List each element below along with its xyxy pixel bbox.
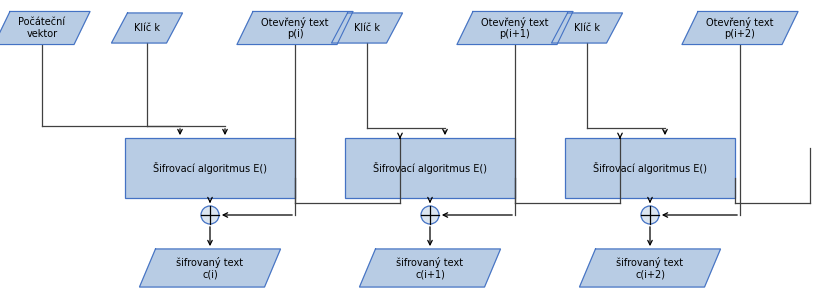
Bar: [345, 138, 515, 198]
Polygon shape: [457, 11, 573, 45]
Text: šifrovaný text
c(i+2): šifrovaný text c(i+2): [617, 257, 684, 279]
Text: Šifrovací algoritmus E(): Šifrovací algoritmus E(): [153, 162, 267, 174]
Polygon shape: [332, 13, 402, 43]
Polygon shape: [112, 13, 182, 43]
Text: šifrovaný text
c(i+1): šifrovaný text c(i+1): [397, 257, 464, 279]
Polygon shape: [140, 249, 281, 287]
Bar: [125, 138, 295, 198]
Polygon shape: [360, 249, 501, 287]
Polygon shape: [580, 249, 721, 287]
Text: Šifrovací algoritmus E(): Šifrovací algoritmus E(): [373, 162, 487, 174]
Circle shape: [641, 206, 659, 224]
Bar: [565, 138, 735, 198]
Text: Počáteční
vektor: Počáteční vektor: [18, 17, 66, 39]
Text: Klíč k: Klíč k: [574, 23, 600, 33]
Text: šifrovaný text
c(i): šifrovaný text c(i): [177, 257, 244, 279]
Circle shape: [201, 206, 219, 224]
Text: Šifrovací algoritmus E(): Šifrovací algoritmus E(): [593, 162, 707, 174]
Polygon shape: [682, 11, 798, 45]
Polygon shape: [237, 11, 353, 45]
Polygon shape: [552, 13, 622, 43]
Text: Otevřený text
p(i+1): Otevřený text p(i+1): [481, 17, 548, 39]
Text: Klíč k: Klíč k: [134, 23, 160, 33]
Text: Otevřený text
p(i+2): Otevřený text p(i+2): [706, 17, 773, 39]
Circle shape: [421, 206, 439, 224]
Text: Klíč k: Klíč k: [354, 23, 380, 33]
Polygon shape: [0, 11, 90, 45]
Text: Otevřený text
p(i): Otevřený text p(i): [261, 17, 328, 39]
